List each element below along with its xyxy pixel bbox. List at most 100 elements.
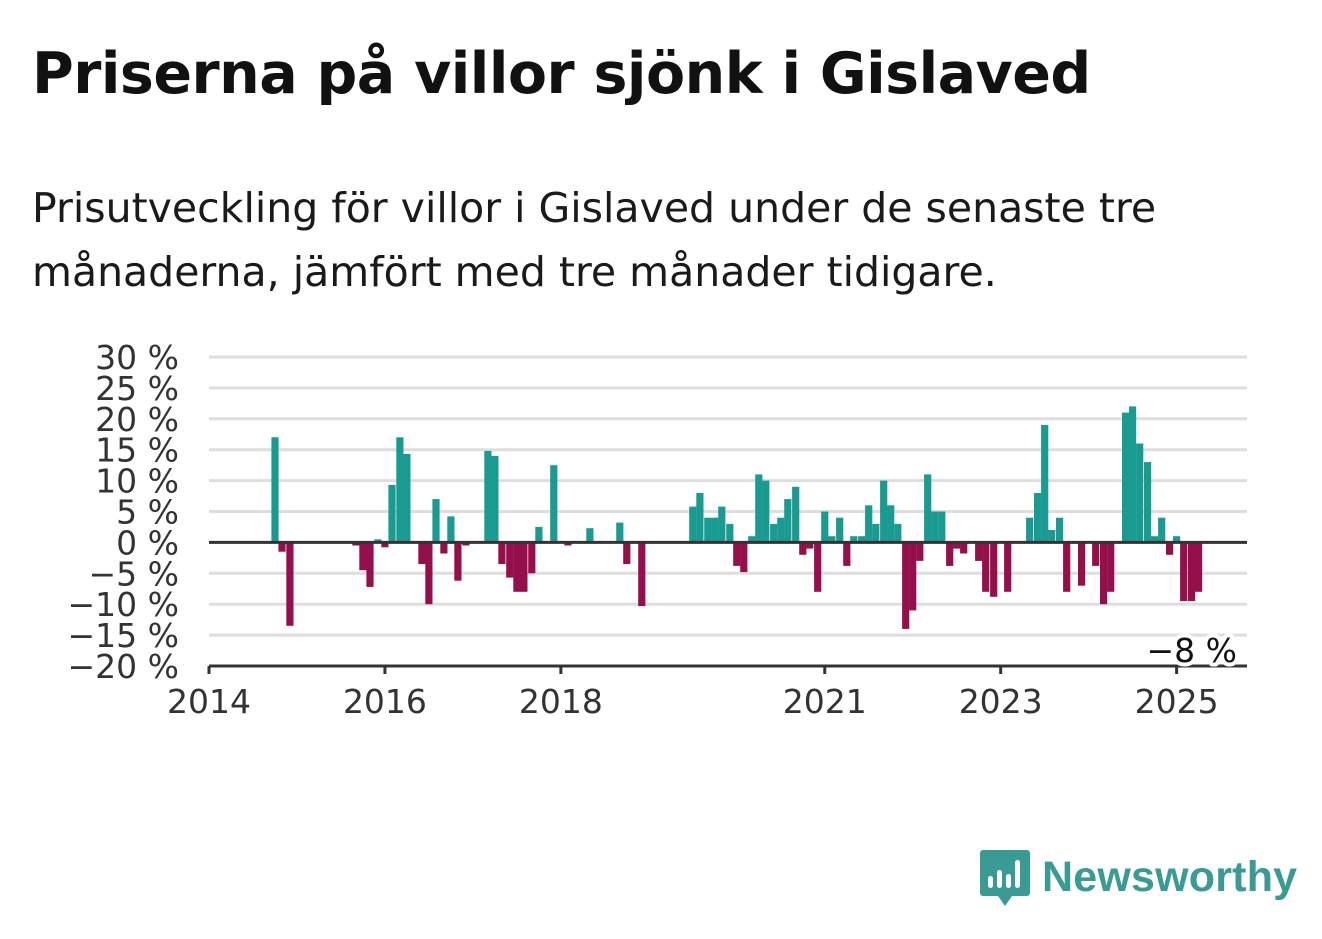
bar [960,542,968,554]
bar [880,480,888,543]
bar [1048,530,1056,543]
bar [1136,443,1144,543]
x-tick-label: 2023 [959,682,1043,721]
logo-text: Newsworthy [1042,852,1298,901]
bar [403,454,411,543]
bar [887,505,895,543]
bar [1026,517,1034,543]
bar [381,542,389,548]
bar [528,542,536,574]
y-tick-label: 15 % [95,431,179,470]
bar [484,450,492,543]
bar [777,517,785,543]
bar [491,455,499,543]
bar [938,511,946,543]
bar [1004,542,1012,592]
bar [550,465,558,543]
bar [278,542,286,552]
bar [902,542,910,629]
y-tick-label: 30 % [95,338,179,377]
bar [762,480,770,543]
bar [982,542,990,592]
bar [689,506,697,543]
bar [1195,542,1203,592]
bar [1100,542,1108,605]
bar [286,542,294,626]
bar [1078,542,1086,586]
bar [623,542,631,564]
newsworthy-logo: Newsworthy [980,846,1297,908]
bar [946,542,954,566]
bar [894,523,902,543]
bar [352,542,360,546]
bars [271,406,1203,629]
bar [366,542,374,587]
bar [374,539,382,543]
bar [616,522,624,543]
bar [498,542,506,564]
bar [1173,536,1181,543]
bar [1158,517,1166,543]
bar [462,542,470,546]
bar [843,542,851,566]
x-tick-label: 2018 [519,682,603,721]
x-tick-label: 2021 [783,682,867,721]
bar [432,499,440,543]
bar [1151,536,1159,543]
bar [513,542,521,592]
chart-title: Priserna på villor sjönk i Gislaved [32,41,1091,107]
bar [447,516,455,543]
bar [1034,493,1042,543]
bar [1180,542,1188,602]
bar-chart: 30 %25 %20 %15 %10 %5 %0 %−5 %−10 %−15 %… [68,338,1247,721]
bar [1056,517,1064,543]
bar [696,493,704,543]
bar [806,542,814,549]
bar [586,528,594,543]
bar [1041,425,1049,543]
bar [726,523,734,543]
bar [638,542,646,607]
x-tick-label: 2016 [343,682,427,721]
bar [396,437,404,543]
bar [858,536,866,543]
y-tick-label: 25 % [95,369,179,408]
bar [924,474,932,543]
bar [564,542,572,546]
bar [1129,406,1137,543]
x-tick-label: 2014 [167,682,251,721]
bar [740,542,748,573]
bar [770,523,778,543]
bar [1188,542,1196,602]
bar [520,542,528,592]
bar [865,505,873,543]
bar [1107,542,1115,592]
bar [953,542,961,549]
annotations: −8 % [1143,627,1242,674]
y-axis-labels: 30 %25 %20 %15 %10 %5 %0 %−5 %−10 %−15 %… [68,338,180,686]
bar [733,542,741,566]
bar [388,484,396,543]
bar [931,511,939,543]
bar [271,437,279,543]
bar [418,542,426,564]
bar [748,536,756,543]
bar [799,542,807,555]
bar [872,523,880,543]
chart-subtitle: Prisutveckling för villor i Gislaved und… [32,184,1157,296]
y-tick-label: −10 % [68,585,180,624]
bar [836,517,844,543]
gridlines [209,355,1247,637]
bar [1092,542,1100,566]
bar [916,542,924,561]
bar [975,542,983,561]
y-tick-label: 10 % [95,462,179,501]
y-tick-label: 20 % [95,400,179,439]
x-axis-labels: 2014 2016 2018 2021 2023 2025 [167,682,1219,721]
bar [821,511,829,543]
y-tick-label: −5 % [89,554,180,593]
y-tick-label: 5 % [116,493,179,532]
bar [704,517,712,543]
bar [440,542,448,554]
bar [1166,542,1174,555]
